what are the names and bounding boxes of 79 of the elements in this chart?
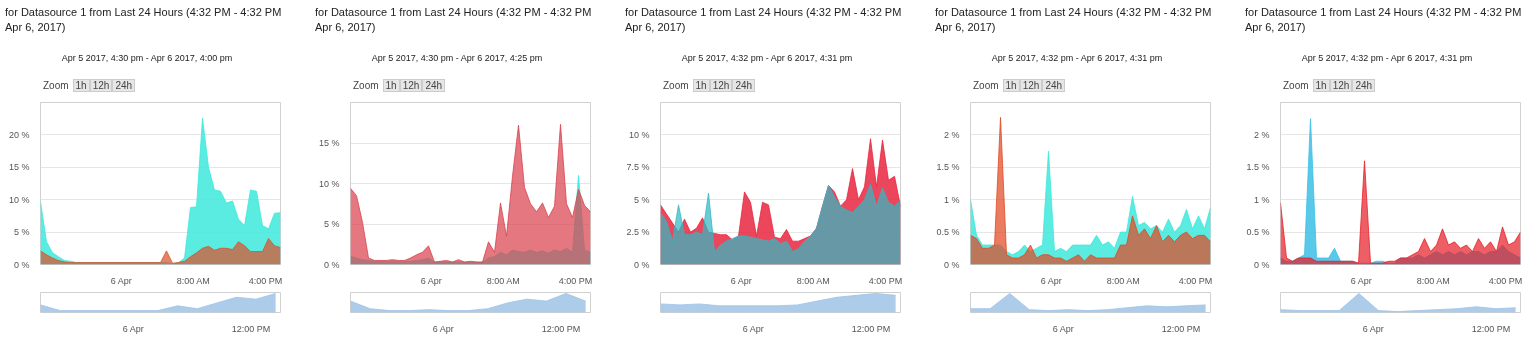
x-tick-label: 6 Apr xyxy=(432,323,454,334)
x-tick-label: 6 Apr xyxy=(122,323,144,334)
y-tick-label: 2.5 % xyxy=(626,227,650,238)
x-tick-label: 4:00 PM xyxy=(558,275,593,286)
y-tick-label: 20 % xyxy=(8,129,30,140)
x-tick-label: 4:00 PM xyxy=(1178,275,1213,286)
y-tick-label: 2 % xyxy=(1253,129,1270,140)
chart-subtitle: Apr 5 2017, 4:30 pm - Apr 6 2017, 4:00 pm xyxy=(60,52,234,65)
x-tick-label: 8:00 AM xyxy=(176,275,210,286)
y-tick-label: 5 % xyxy=(633,194,650,205)
x-tick-label: 6 Apr xyxy=(1350,275,1372,286)
y-tick-label: 5 % xyxy=(323,219,340,229)
text: 24h xyxy=(1042,79,1066,92)
y-tick-label: 15 % xyxy=(8,162,30,173)
y-tick-label: 1.5 % xyxy=(936,162,960,173)
chart-title: for Datasource 1 from Last 24 Hours (4:32 PM - 4:32 PM Apr 6, 2017) xyxy=(315,5,593,35)
text: 12h xyxy=(1329,79,1353,92)
y-tick-label: 0 % xyxy=(943,259,960,270)
x-tick-label: 8:00 AM xyxy=(1106,275,1140,286)
text: 1h xyxy=(382,79,400,92)
text: 12h xyxy=(399,79,423,92)
chart-subtitle: Apr 5 2017, 4:32 pm - Apr 6 2017, 4:31 pm xyxy=(1300,52,1474,65)
x-tick-label: 6 Apr xyxy=(110,275,132,286)
text: 24h xyxy=(422,79,446,92)
chart-title: for Datasource 1 from Last 24 Hours (4:32 PM - 4:32 PM Apr 6, 2017) xyxy=(1245,5,1523,35)
text: 1h xyxy=(1312,79,1330,92)
x-tick-label: 6 Apr xyxy=(742,323,764,334)
y-tick-label: 10 % xyxy=(318,178,340,189)
y-tick-label: 2 % xyxy=(943,129,960,140)
text: 24h xyxy=(112,79,136,92)
x-tick-label: 12:00 PM xyxy=(231,323,271,334)
y-tick-label: 0 % xyxy=(633,259,650,270)
text: 1h xyxy=(72,79,90,92)
text: 12h xyxy=(1019,79,1043,92)
x-tick-label: 8:00 AM xyxy=(486,275,520,286)
text: Zoom xyxy=(1283,80,1309,91)
text: 12h xyxy=(709,79,733,92)
y-tick-label: 7.5 % xyxy=(626,162,650,173)
x-tick-label: 8:00 AM xyxy=(796,275,830,286)
x-tick-label: 12:00 PM xyxy=(1471,323,1511,334)
chart-title: for Datasource 1 from Last 24 Hours (4:32 PM - 4:32 PM Apr 6, 2017) xyxy=(5,5,283,35)
y-tick-label: 0.5 % xyxy=(1246,227,1270,238)
x-tick-label: 4:00 PM xyxy=(1488,275,1523,286)
text: 24h xyxy=(732,79,756,92)
y-tick-label: 5 % xyxy=(13,227,30,238)
y-tick-label: 1.5 % xyxy=(1246,162,1270,173)
x-tick-label: 4:00 PM xyxy=(868,275,903,286)
text: Zoom xyxy=(353,80,379,91)
x-tick-label: 6 Apr xyxy=(420,275,442,286)
text: 24h xyxy=(1352,79,1376,92)
x-tick-label: 6 Apr xyxy=(1040,275,1062,286)
y-tick-label: 15 % xyxy=(318,138,340,148)
y-tick-label: 1 % xyxy=(1253,194,1270,205)
x-tick-label: 8:00 AM xyxy=(1416,275,1450,286)
text: Zoom xyxy=(663,80,689,91)
y-tick-label: 0 % xyxy=(13,259,30,270)
x-tick-label: 4:00 PM xyxy=(248,275,283,286)
y-tick-label: 0 % xyxy=(1253,259,1270,270)
y-tick-label: 1 % xyxy=(943,194,960,205)
x-tick-label: 12:00 PM xyxy=(541,323,581,334)
x-tick-label: 6 Apr xyxy=(1052,323,1074,334)
chart-title: for Datasource 1 from Last 24 Hours (4:32 PM - 4:32 PM Apr 6, 2017) xyxy=(935,5,1213,35)
text: Zoom xyxy=(43,80,69,91)
text: 12h xyxy=(89,79,113,92)
y-tick-label: 0.5 % xyxy=(936,227,960,238)
chart-subtitle: Apr 5 2017, 4:30 pm - Apr 6 2017, 4:25 pm xyxy=(370,52,544,65)
x-tick-label: 12:00 PM xyxy=(1161,323,1201,334)
chart-subtitle: Apr 5 2017, 4:32 pm - Apr 6 2017, 4:31 pm xyxy=(680,52,854,65)
y-tick-label: 10 % xyxy=(628,129,650,140)
text: 1h xyxy=(1002,79,1020,92)
x-tick-label: 6 Apr xyxy=(1362,323,1384,334)
y-tick-label: 0 % xyxy=(323,259,340,270)
y-tick-label: 10 % xyxy=(8,194,30,205)
chart-title: for Datasource 1 from Last 24 Hours (4:32 PM - 4:32 PM Apr 6, 2017) xyxy=(625,5,903,35)
x-tick-label: 12:00 PM xyxy=(851,323,891,334)
chart-subtitle: Apr 5 2017, 4:32 pm - Apr 6 2017, 4:31 pm xyxy=(990,52,1164,65)
text: 1h xyxy=(692,79,710,92)
x-tick-label: 6 Apr xyxy=(730,275,752,286)
text: Zoom xyxy=(973,80,999,91)
